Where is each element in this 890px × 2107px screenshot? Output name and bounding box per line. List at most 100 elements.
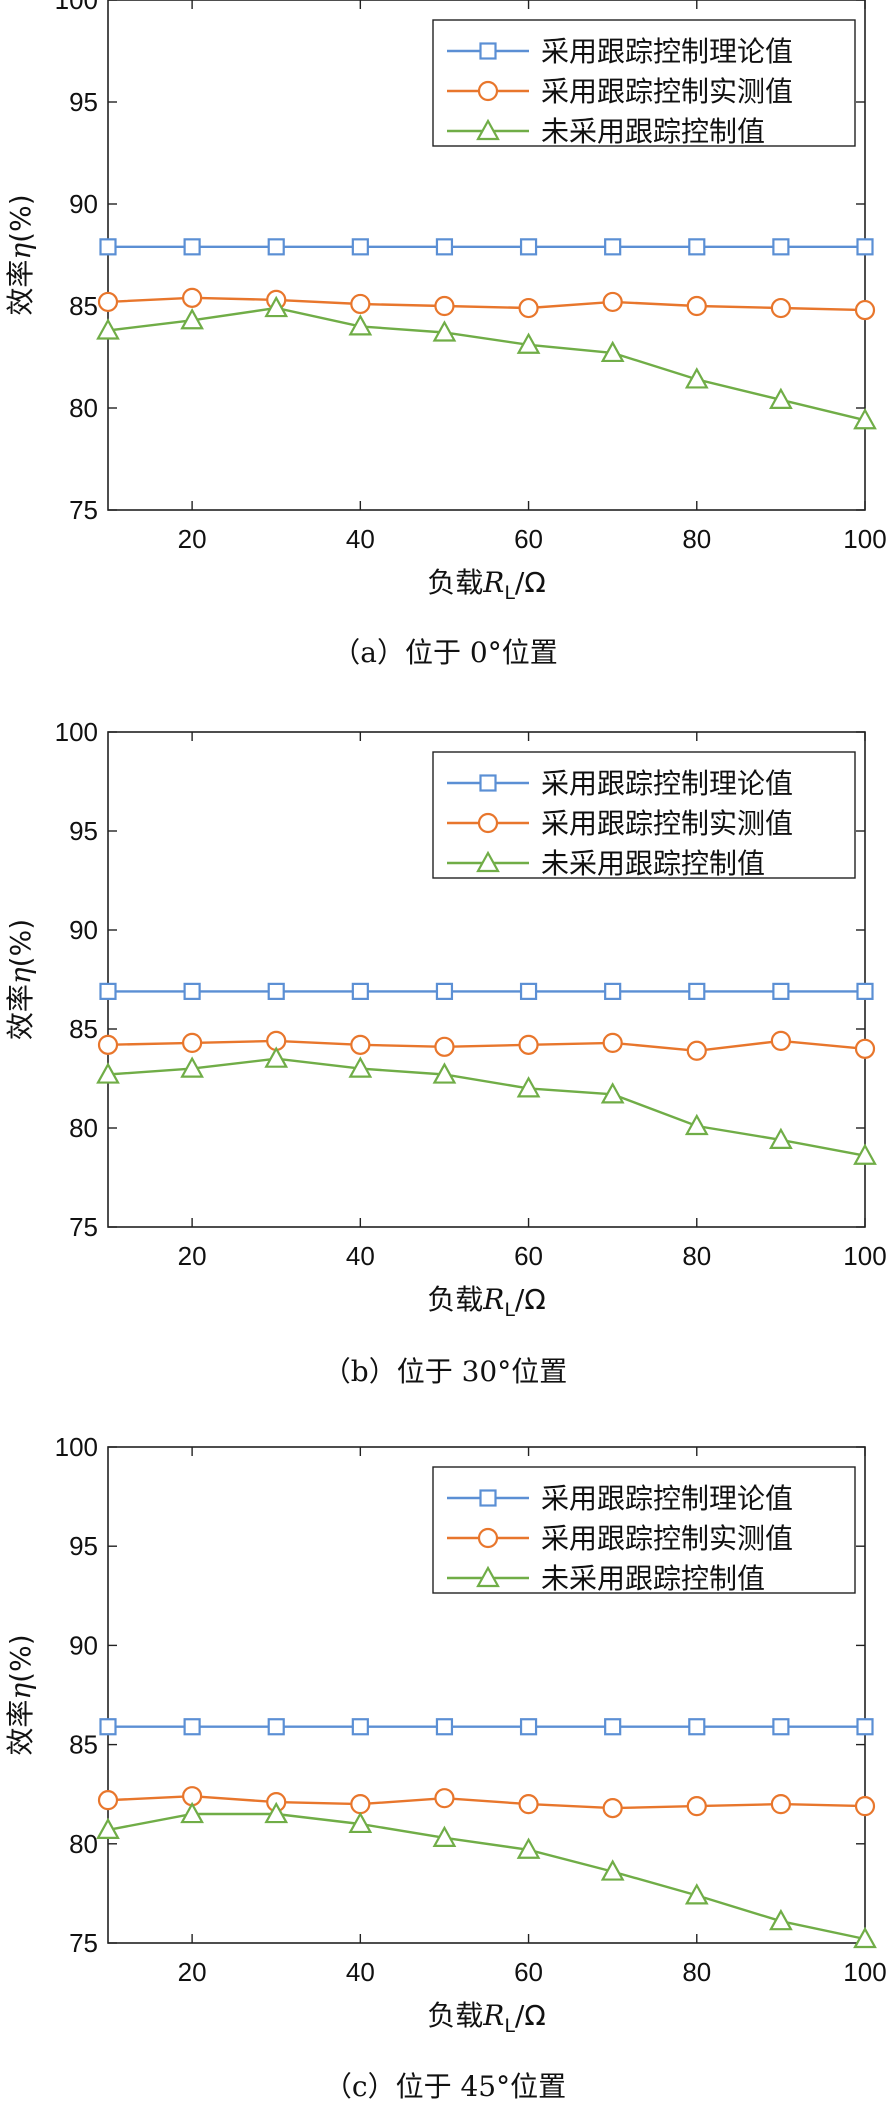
data-point — [351, 982, 369, 1000]
legend-label: 未采用跟踪控制值 — [541, 1562, 765, 1595]
series-2 — [97, 287, 876, 321]
series-line — [107, 296, 866, 312]
series-2 — [97, 1030, 876, 1061]
data-point — [96, 1062, 120, 1084]
data-point — [772, 982, 790, 1000]
data-point — [856, 238, 874, 256]
data-point — [686, 1796, 707, 1817]
data-point — [518, 297, 539, 319]
chart-panel-b: 75 80 85 90 95 100 20 40 60 80 100 负载RL/Ω 效率η(%) 采用跟踪… — [4, 717, 887, 1388]
y-tick-label: 85 — [69, 1730, 98, 1760]
x-axis-title: 负载RL/Ω — [427, 1999, 546, 2037]
x-tick-label: 80 — [682, 1241, 711, 1271]
y-tick-label: 100 — [55, 1432, 98, 1462]
data-point — [853, 1926, 877, 1949]
y-tick-label: 80 — [69, 1829, 98, 1859]
y-tick-label: 90 — [69, 189, 98, 219]
panel-caption: （a）位于 0°位置 — [332, 636, 557, 669]
data-point — [604, 238, 622, 256]
data-point — [99, 238, 117, 256]
data-point — [432, 1825, 457, 1847]
x-tick-label: 20 — [178, 1957, 207, 1987]
series-1 — [99, 982, 874, 1000]
plot-frame — [107, 731, 866, 1228]
y-tick-label: 95 — [69, 816, 98, 846]
legend-marker — [477, 80, 499, 102]
legend-label: 采用跟踪控制实测值 — [541, 1522, 793, 1555]
plot-frame — [107, 1446, 866, 1944]
data-point — [97, 1034, 119, 1055]
data-point — [180, 1801, 204, 1824]
legend-marker — [476, 118, 500, 141]
series-line — [107, 306, 866, 422]
data-point — [516, 1837, 541, 1859]
data-point — [350, 1794, 371, 1815]
data-point — [351, 1718, 369, 1736]
series-line — [107, 1057, 866, 1157]
x-tick-label: 100 — [843, 1957, 886, 1987]
legend-box — [432, 1466, 856, 1594]
data-point — [350, 1034, 371, 1055]
x-axis-title: 负载RL/Ω — [427, 1283, 546, 1321]
data-point — [854, 1038, 876, 1059]
y-tick-label: 85 — [69, 291, 98, 321]
series-3 — [96, 1046, 877, 1165]
data-point — [769, 387, 793, 409]
data-point — [518, 1794, 539, 1815]
data-point — [854, 299, 876, 321]
data-point — [853, 1143, 877, 1165]
data-point — [351, 238, 369, 256]
series-line — [107, 1794, 866, 1810]
data-point — [600, 1082, 625, 1104]
legend-box — [432, 19, 856, 147]
data-point — [183, 238, 201, 256]
legend-marker — [476, 1565, 500, 1588]
x-tick-label: 80 — [682, 524, 711, 554]
data-point — [602, 1032, 623, 1053]
data-point — [518, 1034, 539, 1055]
data-point — [180, 1056, 204, 1078]
data-point — [264, 1801, 289, 1824]
data-point — [684, 1883, 709, 1905]
data-point — [432, 1062, 457, 1084]
data-point — [686, 1040, 707, 1061]
legend-label: 采用跟踪控制实测值 — [541, 75, 793, 108]
data-point — [99, 982, 117, 1000]
data-point — [854, 1796, 876, 1817]
data-point — [688, 1718, 706, 1736]
legend-label: 未采用跟踪控制值 — [541, 847, 765, 880]
legend-label: 采用跟踪控制实测值 — [541, 807, 793, 840]
legend-marker — [479, 1489, 497, 1507]
y-tick-label: 75 — [69, 1212, 98, 1242]
y-tick-label: 100 — [55, 0, 98, 15]
y-tick-label: 100 — [55, 717, 98, 747]
data-point — [182, 1032, 203, 1053]
data-point — [772, 1718, 790, 1736]
data-point — [183, 982, 201, 1000]
legend-label: 采用跟踪控制理论值 — [541, 1482, 793, 1515]
data-point — [770, 297, 791, 319]
data-point — [434, 1788, 455, 1809]
legend-marker — [479, 42, 497, 60]
data-point — [600, 340, 625, 363]
x-tick-label: 40 — [346, 1241, 375, 1271]
data-point — [686, 295, 707, 317]
chart-panel-a: 75 80 85 90 95 100 20 40 60 80 100 负载RL/Ω 效率η(%) 采用跟踪… — [4, 0, 887, 669]
data-point — [856, 1718, 874, 1736]
data-point — [519, 982, 538, 1000]
data-point — [182, 287, 203, 308]
data-point — [97, 1790, 119, 1811]
data-point — [770, 1030, 791, 1051]
data-point — [688, 982, 706, 1000]
x-tick-label: 60 — [514, 1957, 543, 1987]
chart-panel-c: 75 80 85 90 95 100 20 40 60 80 100 负载RL/Ω 效率η(%) 采用跟踪… — [4, 1432, 887, 2103]
data-point — [769, 1908, 793, 1931]
y-tick-label: 90 — [69, 915, 98, 945]
data-point — [267, 238, 285, 256]
y-tick-label: 85 — [69, 1014, 98, 1044]
x-tick-label: 60 — [514, 1241, 543, 1271]
legend-label: 采用跟踪控制理论值 — [541, 767, 793, 800]
y-tick-label: 75 — [69, 495, 98, 525]
panel-caption: （b）位于 30°位置 — [323, 1355, 567, 1388]
